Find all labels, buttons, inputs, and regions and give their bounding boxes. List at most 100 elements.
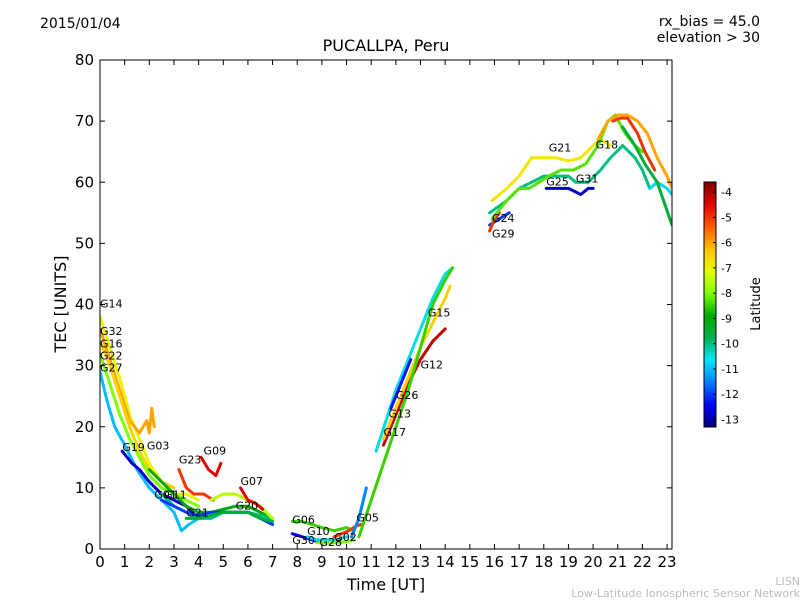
plot-frame: [99, 59, 673, 550]
x-tick-label: 6: [243, 553, 253, 571]
x-tick-label: 8: [292, 553, 302, 571]
credit-lisn: LISN: [775, 575, 800, 588]
satellite-label: G09: [204, 444, 227, 457]
x-tick-label: 17: [510, 553, 529, 571]
series-line-g02: [332, 523, 363, 539]
colorbar-label: Latitude: [749, 277, 764, 331]
series-line-g27: [100, 370, 201, 533]
x-tick-label: 15: [460, 553, 479, 571]
colorbar-tick-label: -11: [721, 363, 739, 376]
series-line-g22: [100, 351, 201, 508]
x-tick-label: 20: [584, 553, 603, 571]
series-line-g14: [100, 315, 201, 502]
satellite-label: G32: [100, 325, 123, 338]
satellite-label: G12: [421, 359, 444, 372]
x-tick-label: 5: [219, 553, 229, 571]
satellite-label: G22: [100, 350, 123, 363]
satellite-label: G20: [236, 499, 259, 512]
colorbar-tick-label: -12: [721, 388, 739, 401]
y-tick-label: 30: [75, 357, 94, 375]
y-tick-label: 60: [75, 173, 94, 191]
x-tick-label: 13: [411, 553, 430, 571]
satellite-label: G18: [596, 139, 619, 152]
credit-text: LISN Low-Latitude Ionospheric Sensor Net…: [571, 576, 800, 600]
date-label: 2015/01/04: [40, 16, 121, 32]
x-tick-label: 12: [386, 553, 405, 571]
series-line-g09: [199, 455, 223, 478]
colorbar-tick-label: -6: [721, 237, 732, 250]
satellite-label: G16: [100, 337, 123, 350]
series-line-g18: [490, 113, 644, 221]
elevation-label: elevation > 30: [656, 30, 760, 46]
series-line-g21: [184, 510, 275, 523]
colorbar-tick-label: -9: [721, 312, 732, 325]
satellite-label: G02: [334, 531, 357, 544]
satellite-label: G25: [546, 175, 569, 188]
series-line-g32: [611, 116, 657, 172]
x-tick-label: 4: [194, 553, 204, 571]
satellite-label: G21: [186, 507, 209, 520]
y-tick-label: 50: [75, 234, 94, 252]
series-line-g06: [648, 180, 672, 196]
satellite-label: G26: [396, 389, 419, 402]
colorbar-tick-label: -8: [721, 287, 732, 300]
x-tick-label: 19: [559, 553, 578, 571]
satellite-label: G07: [241, 475, 264, 488]
series-line-g29: [488, 211, 501, 233]
x-tick-label: 3: [169, 553, 179, 571]
satellite-label: G03: [147, 439, 170, 452]
satellite-label: G19: [122, 441, 145, 454]
series-layer: [100, 113, 672, 545]
series-line-g13: [374, 266, 455, 453]
series-line-g20: [596, 113, 672, 190]
x-tick-label: 10: [337, 553, 356, 571]
satellite-label: G28: [319, 536, 342, 549]
chart-title: PUCALLPA, Peru: [322, 36, 450, 55]
axis-layer: 0 1 2 3 4 5 6 7 8 9 10 11 12 13 14 15 16 17 18 19 20 21 22 2301…: [75, 51, 677, 571]
series-line-g32: [100, 327, 156, 435]
y-axis-label: TEC [UNITS]: [51, 256, 70, 354]
satellite-label: G24: [492, 212, 515, 225]
satellite-label: G21: [549, 142, 572, 155]
series-line-g07: [239, 486, 265, 511]
x-tick-label: 11: [362, 553, 381, 571]
series-line-g10: [305, 535, 349, 542]
series-line-g15: [357, 266, 455, 539]
satellite-label: G13: [388, 408, 411, 421]
satellite-label: G15: [428, 307, 451, 320]
satellite-label: G30: [292, 534, 315, 547]
x-tick-label: 2: [145, 553, 155, 571]
satellite-label: G11: [164, 488, 187, 501]
satellite-label: G27: [100, 362, 123, 375]
colorbar-tick-label: -7: [721, 262, 732, 275]
colorbar-tick-label: -4: [721, 186, 732, 199]
satellite-label: G23: [179, 453, 202, 466]
x-tick-label: 16: [485, 553, 504, 571]
x-tick-label: 22: [633, 553, 652, 571]
x-tick-label: 9: [317, 553, 327, 571]
series-line-g23: [177, 468, 215, 502]
colorbar: [703, 181, 717, 428]
y-tick-label: 80: [75, 51, 94, 69]
y-tick-label: 0: [84, 540, 94, 558]
x-tick-label: 7: [268, 553, 278, 571]
satellite-label: G14: [100, 298, 123, 311]
x-tick-label: 23: [658, 553, 677, 571]
satellite-label: G01: [154, 488, 177, 501]
x-tick-label: 1: [120, 553, 130, 571]
series-line-g05: [350, 486, 368, 539]
satellite-label: G17: [384, 426, 407, 439]
x-tick-label: 21: [608, 553, 627, 571]
x-tick-label: 14: [436, 553, 455, 571]
y-tick-label: 40: [75, 296, 94, 314]
series-line-g21: [490, 138, 612, 203]
x-tick-label: 0: [95, 553, 105, 571]
credit-network: Low-Latitude Ionospheric Sensor Network: [571, 587, 800, 600]
series-line-g25: [488, 144, 652, 215]
x-tick-label: 18: [534, 553, 553, 571]
satellite-label: G29: [492, 227, 515, 240]
colorbar-tick-label: -13: [721, 413, 739, 426]
colorbar-tick-label: -5: [721, 211, 732, 224]
